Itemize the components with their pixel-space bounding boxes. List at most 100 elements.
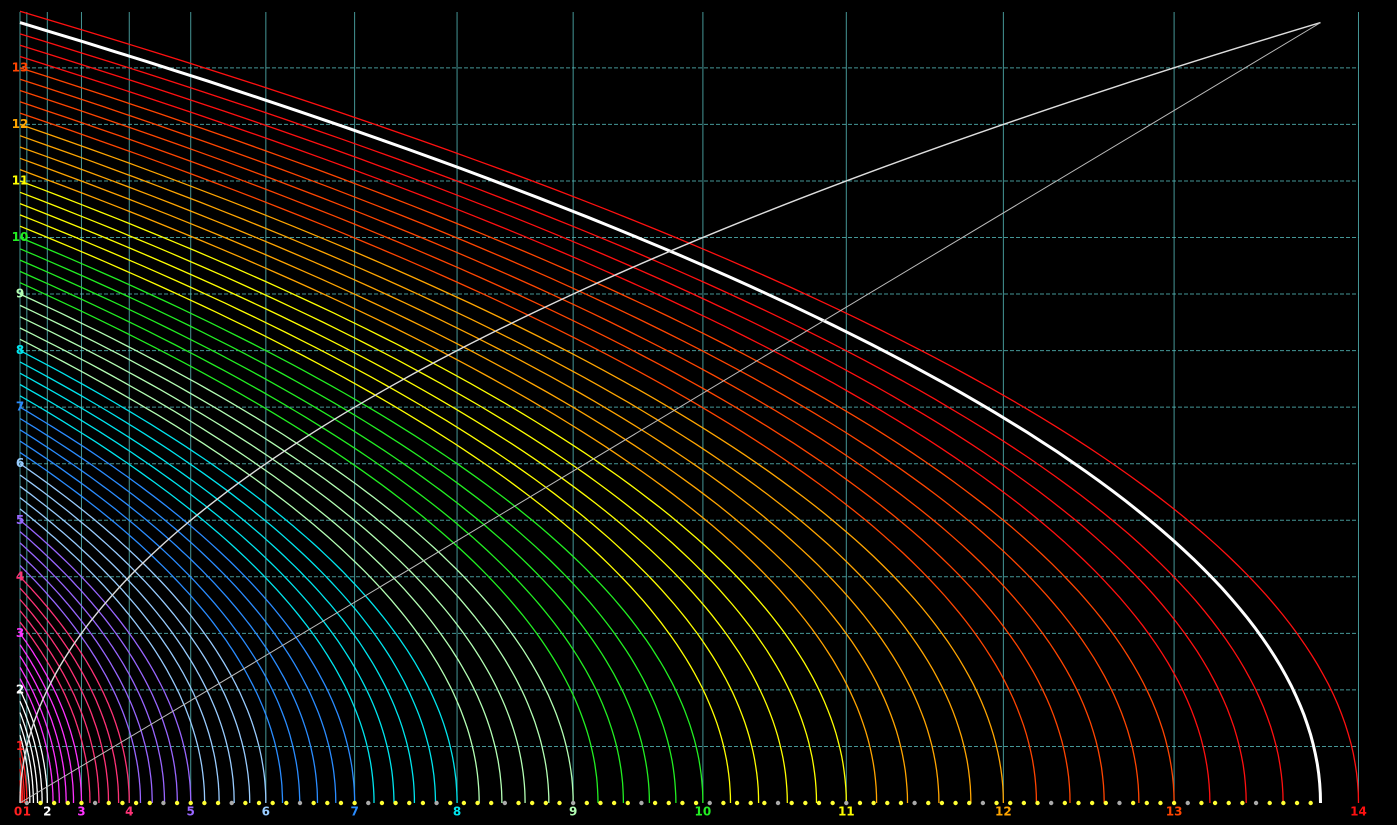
- axis-dot: [871, 800, 876, 806]
- arc: [19, 757, 26, 803]
- arc: [19, 327, 503, 804]
- x-tick-label: 0: [14, 805, 22, 819]
- arc: [19, 33, 1284, 804]
- highlight-arc: [19, 21, 1322, 804]
- axis-dot: [830, 800, 835, 806]
- arc: [19, 202, 788, 804]
- axis-dot: [38, 800, 43, 806]
- axis-dot: [1089, 800, 1095, 806]
- axis-dot: [1267, 800, 1272, 806]
- x-tick-label: 8: [453, 805, 461, 819]
- arc: [19, 542, 166, 803]
- axis-dot: [611, 800, 617, 806]
- arc: [19, 689, 48, 803]
- axis-dot: [1281, 800, 1286, 806]
- axis-dot: [598, 800, 603, 806]
- axis-dot: [898, 800, 904, 806]
- arc: [19, 519, 192, 803]
- arc: [19, 406, 356, 803]
- axis-dot: [1199, 800, 1204, 806]
- axis-dot: [106, 800, 111, 806]
- x-tick-label: 6: [262, 805, 270, 819]
- axis-dot: [1226, 800, 1231, 806]
- y-tick-label: 8: [16, 343, 24, 357]
- axis-dot: [693, 800, 699, 806]
- axis-dot: [748, 800, 753, 806]
- axis-dot: [1021, 800, 1027, 806]
- y-tick-label: 12: [12, 117, 29, 131]
- arc: [19, 180, 847, 804]
- axis-dot: [325, 800, 330, 806]
- arc: [19, 350, 458, 804]
- axis-dot: [161, 800, 166, 806]
- axis-dot: [1171, 800, 1177, 806]
- axis-dot: [188, 800, 193, 806]
- arc: [19, 270, 625, 804]
- axis-dot: [352, 800, 357, 806]
- axis-dot: [461, 800, 467, 806]
- axis-dot: [1035, 800, 1040, 806]
- arc: [19, 655, 67, 803]
- axis-dot: [1062, 800, 1068, 806]
- axis-dot: [1008, 800, 1013, 806]
- axis-dot: [1240, 800, 1245, 806]
- arc: [19, 89, 1105, 804]
- axis-dot: [147, 800, 152, 806]
- axis-dot: [543, 800, 549, 806]
- axis-dot: [338, 800, 344, 806]
- axis-dot: [953, 800, 958, 806]
- arc: [19, 633, 83, 803]
- axis-dot: [420, 800, 426, 806]
- axis-dot: [379, 800, 385, 806]
- arc: [19, 248, 677, 804]
- axis-dot: [666, 800, 671, 806]
- arc: [19, 746, 28, 803]
- axis-dot: [92, 800, 98, 806]
- arc: [19, 463, 267, 803]
- arc: [19, 395, 375, 803]
- arc: [19, 55, 1211, 804]
- axis-dot: [775, 800, 781, 806]
- axis-dot: [1158, 800, 1163, 806]
- axis-dot: [284, 800, 289, 806]
- arc: [19, 474, 251, 803]
- x-tick-label: 4: [125, 805, 133, 819]
- arc: [19, 304, 550, 803]
- y-tick-label: 3: [16, 626, 24, 640]
- arc: [19, 214, 760, 804]
- x-tick-label: 7: [350, 805, 358, 819]
- axis-dot: [133, 800, 139, 806]
- arc: [19, 417, 337, 804]
- axis-dot: [243, 800, 248, 806]
- y-tick-label: 5: [16, 513, 24, 527]
- axis-dot: [912, 800, 917, 806]
- arc: [19, 236, 704, 804]
- arc: [19, 553, 153, 803]
- axis-dot: [215, 800, 221, 806]
- arc: [19, 361, 437, 804]
- arc: [19, 768, 24, 803]
- arc: [19, 429, 319, 804]
- axis-dot: [1308, 800, 1313, 806]
- arc: [19, 734, 31, 803]
- axis-dot: [407, 800, 412, 806]
- axis-dot: [1294, 800, 1300, 806]
- axis-dot: [967, 800, 972, 806]
- axis-dot: [229, 800, 234, 806]
- axis-dot: [489, 800, 494, 806]
- arc: [19, 372, 416, 803]
- axis-dot: [885, 800, 890, 806]
- axis-dot: [1130, 800, 1136, 806]
- axis-dot: [734, 800, 740, 806]
- x-tick-label: 9: [569, 805, 577, 819]
- axis-dot: [652, 800, 658, 806]
- x-tick-label: 14: [1350, 805, 1367, 819]
- axis-dot: [857, 800, 863, 806]
- axis-dot: [65, 800, 71, 806]
- x-tick-label: 10: [695, 805, 712, 819]
- arc: [19, 67, 1175, 804]
- y-tick-label: 9: [16, 287, 24, 301]
- arc: [19, 168, 878, 804]
- arc: [19, 598, 110, 803]
